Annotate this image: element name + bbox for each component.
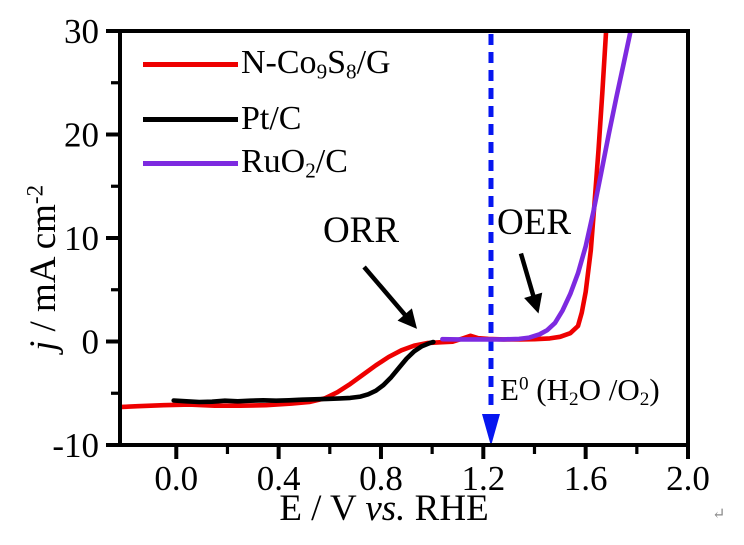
- legend-line-purple: [143, 160, 238, 166]
- oer-arrow-icon: [518, 252, 543, 314]
- legend-label-ptc: Pt/C: [241, 100, 302, 137]
- y-tick-label: -10: [52, 426, 99, 465]
- legend-item-ptc: Pt/C: [143, 98, 301, 140]
- orr-arrow-icon: [362, 265, 417, 329]
- x-axis-title: E / V vs. RHE: [279, 488, 489, 529]
- series-line-1: [171, 339, 436, 405]
- y-tick-label: 10: [64, 219, 99, 258]
- legend-line-black: [143, 116, 238, 122]
- x-tick-label: 0.0: [154, 459, 198, 498]
- series-line-0: [122, 33, 609, 410]
- y-tick-label: 30: [64, 12, 99, 51]
- x-tick-label: 1.6: [564, 459, 608, 498]
- annotation-e0-label: E0 (H2O /O2): [500, 372, 660, 410]
- x-tick-label: 1.2: [461, 459, 505, 498]
- legend-label-ncogsg: N-Co9S8/G: [241, 43, 391, 84]
- annotation-orr-label: ORR: [322, 210, 400, 251]
- x-tick-label: 2.0: [666, 459, 710, 498]
- y-tick-label: 0: [82, 323, 100, 362]
- legend-line-red: [143, 61, 238, 67]
- x-tick-label: 0.4: [257, 459, 301, 498]
- series-line-2: [440, 33, 633, 342]
- series-group: [122, 33, 633, 410]
- legend-item-ruo2c: RuO2/C: [143, 142, 348, 184]
- y-tick-label: 20: [64, 116, 99, 155]
- legend-item-ncogsg: N-Co9S8/G: [143, 43, 391, 85]
- annotation-oer-label: OER: [497, 202, 571, 243]
- y-axis-title: j / mA cm-2: [22, 184, 65, 352]
- axes-frame: 0.0 0.4 0.8 1.2 1.6 2.0 -10 0 10 20 30: [52, 12, 710, 498]
- legend-label-ruo2c: RuO2/C: [241, 142, 348, 183]
- equilibrium-arrowhead-icon: [481, 414, 500, 446]
- return-mark-artifact: ↵: [712, 506, 726, 523]
- x-tick-label: 0.8: [359, 459, 403, 498]
